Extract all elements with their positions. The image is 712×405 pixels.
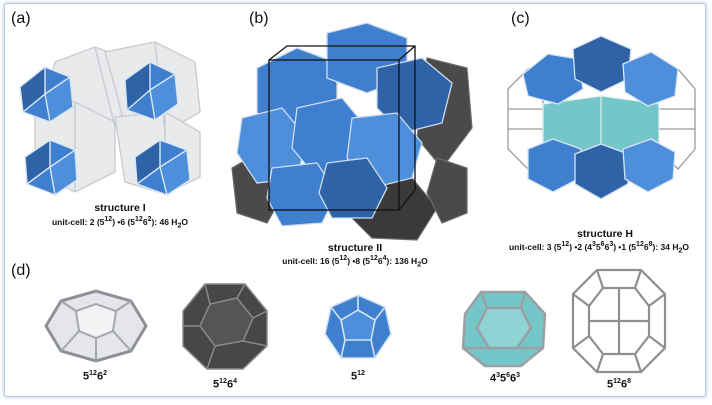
structure-i-illustration bbox=[15, 32, 215, 202]
cage-label-435663: 435663 bbox=[489, 372, 521, 385]
cage-435663-icon bbox=[459, 286, 549, 370]
cage-label-51268: 51268 bbox=[607, 378, 631, 391]
structure-ii-illustration bbox=[227, 18, 477, 243]
cage-label-512-62: 51262 bbox=[83, 370, 107, 383]
cage-label-512-64: 51264 bbox=[213, 378, 237, 391]
structure-ii-title: structure II bbox=[327, 242, 383, 254]
cage-512-62-icon bbox=[41, 286, 151, 366]
structure-h-unit-cell: unit-cell: 3 (512) •2 (435663) •1 (51268… bbox=[508, 241, 690, 255]
cage-512-icon bbox=[323, 292, 393, 364]
panel-label-a: (a) bbox=[11, 10, 31, 27]
structure-h-illustration bbox=[503, 34, 699, 204]
cage-51268-icon bbox=[567, 266, 671, 376]
panel-label-d: (d) bbox=[11, 262, 31, 279]
structure-i-unit-cell: unit-cell: 2 (512) •6 (51262): 46 H2O bbox=[51, 216, 189, 230]
cage-512-64-icon bbox=[175, 276, 275, 376]
panel-label-c: (c) bbox=[511, 10, 530, 27]
structure-ii-unit-cell: unit-cell: 16 (512) •8 (51264): 136 H2O bbox=[282, 255, 428, 269]
figure-frame: (a) (b) (c) (d) bbox=[4, 3, 706, 397]
cage-label-512: 512 bbox=[351, 370, 365, 383]
structure-h-title: structure H bbox=[576, 228, 633, 240]
panel-label-b: (b) bbox=[249, 10, 269, 27]
structure-i-title: structure I bbox=[94, 202, 146, 214]
